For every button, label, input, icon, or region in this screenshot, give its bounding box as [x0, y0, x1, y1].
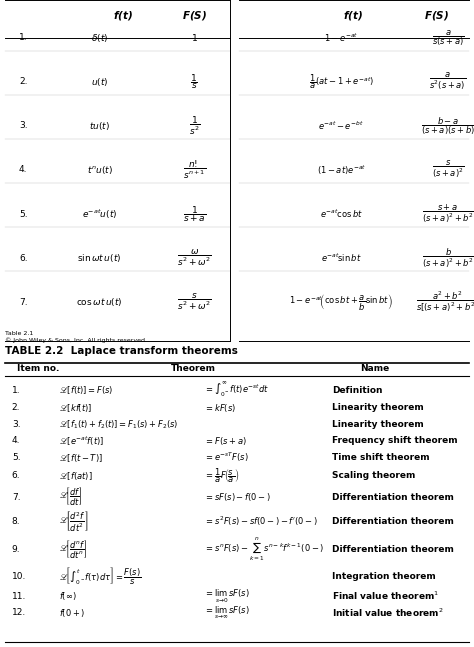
Text: $\bfit{f}$$\bfit{(t)}$: $\bfit{f}$$\bfit{(t)}$ — [343, 9, 363, 22]
Text: 7.: 7. — [19, 298, 27, 307]
Text: $1 - e^{-at}$: $1 - e^{-at}$ — [324, 32, 358, 44]
Text: $tu(t)$: $tu(t)$ — [89, 120, 110, 132]
Text: $= F(s+a)$: $= F(s+a)$ — [204, 435, 246, 447]
Text: $\dfrac{s+a}{(s+a)^2+b^2}$: $\dfrac{s+a}{(s+a)^2+b^2}$ — [421, 203, 474, 225]
Text: 11.: 11. — [12, 591, 26, 600]
Text: $\mathscr{L}[f(at)]$: $\mathscr{L}[f(at)]$ — [59, 470, 93, 482]
Text: 2.: 2. — [19, 77, 27, 86]
Text: $\dfrac{b-a}{(s+a)(s+b)}$: $\dfrac{b-a}{(s+a)(s+b)}$ — [420, 115, 474, 137]
Text: $(1-at)e^{-at}$: $(1-at)e^{-at}$ — [317, 163, 366, 177]
Text: $e^{-at}\cos bt$: $e^{-at}\cos bt$ — [320, 208, 363, 220]
Text: $= \int_{0^-}^{\infty} f(t)e^{-st}dt$: $= \int_{0^-}^{\infty} f(t)e^{-st}dt$ — [204, 381, 269, 399]
Text: Definition: Definition — [332, 386, 383, 395]
Text: 8.: 8. — [12, 517, 20, 526]
Text: $= kF(s)$: $= kF(s)$ — [204, 402, 236, 413]
Text: $= s^n F(s) - \sum_{k=1}^{n} s^{n-k}f^{k-1}(0-)$: $= s^n F(s) - \sum_{k=1}^{n} s^{n-k}f^{k… — [204, 536, 324, 564]
Text: $\mathscr{L}\!\left[\int_{0^-}^{t} f(\tau)d\tau\right] = \dfrac{F(s)}{s}$: $\mathscr{L}\!\left[\int_{0^-}^{t} f(\ta… — [59, 565, 142, 587]
Text: 6.: 6. — [19, 254, 27, 263]
Text: Theorem: Theorem — [171, 364, 216, 373]
Text: $e^{-at} - e^{-bt}$: $e^{-at} - e^{-bt}$ — [319, 120, 364, 132]
Text: $= sF(s) - f(0-)$: $= sF(s) - f(0-)$ — [204, 491, 271, 503]
Text: Differentiation theorem: Differentiation theorem — [332, 545, 454, 554]
Text: $\sin\omega t\, u(t)$: $\sin\omega t\, u(t)$ — [77, 252, 122, 264]
Text: Linearity theorem: Linearity theorem — [332, 420, 424, 429]
Text: $1$: $1$ — [191, 32, 198, 43]
Text: $\dfrac{s}{s^2+\omega^2}$: $\dfrac{s}{s^2+\omega^2}$ — [177, 292, 212, 313]
Text: 7.: 7. — [12, 493, 20, 501]
Text: Item no.: Item no. — [17, 364, 59, 373]
Text: $\dfrac{a}{s(s+a)}$: $\dfrac{a}{s(s+a)}$ — [432, 28, 464, 47]
Text: $\dfrac{b}{(s+a)^2+b^2}$: $\dfrac{b}{(s+a)^2+b^2}$ — [421, 247, 474, 270]
Text: 9.: 9. — [12, 545, 20, 554]
Text: Final value theorem$^1$: Final value theorem$^1$ — [332, 590, 439, 602]
Text: $\dfrac{a^2+b^2}{s[(s+a)^2+b^2]}$: $\dfrac{a^2+b^2}{s[(s+a)^2+b^2]}$ — [416, 290, 474, 314]
Text: 12.: 12. — [12, 608, 26, 617]
Text: 5.: 5. — [12, 453, 20, 462]
Text: $\bfit{f}$$\bfit{(t)}$: $\bfit{f}$$\bfit{(t)}$ — [113, 9, 133, 22]
Text: 1.: 1. — [19, 33, 27, 42]
Text: Table 2.1
© John Wiley & Sons, Inc. All rights reserved.: Table 2.1 © John Wiley & Sons, Inc. All … — [5, 331, 147, 343]
Text: 10.: 10. — [12, 572, 26, 581]
Text: Name: Name — [360, 364, 389, 373]
Text: $\dfrac{a}{s^2(s+a)}$: $\dfrac{a}{s^2(s+a)}$ — [429, 71, 466, 93]
Text: $\dfrac{1}{s}$: $\dfrac{1}{s}$ — [191, 72, 198, 91]
Text: $\mathscr{L}[kf(t)]$: $\mathscr{L}[kf(t)]$ — [59, 402, 92, 413]
Text: $\dfrac{1}{a}(at - 1 + e^{-at})$: $\dfrac{1}{a}(at - 1 + e^{-at})$ — [309, 72, 374, 91]
Text: Linearity theorem: Linearity theorem — [332, 403, 424, 412]
Text: Scaling theorem: Scaling theorem — [332, 472, 415, 481]
Text: 3.: 3. — [19, 122, 27, 131]
Text: $e^{-at}\sin bt$: $e^{-at}\sin bt$ — [321, 252, 362, 265]
Text: $\delta(t)$: $\delta(t)$ — [91, 32, 108, 44]
Text: $\bfit{F}$$\bfit{(S)}$: $\bfit{F}$$\bfit{(S)}$ — [182, 9, 207, 22]
Text: Initial value theorem$^2$: Initial value theorem$^2$ — [332, 607, 443, 619]
Text: $\mathscr{L}[f(t-T)]$: $\mathscr{L}[f(t-T)]$ — [59, 452, 103, 464]
Text: $f(0+)$: $f(0+)$ — [59, 607, 86, 619]
Text: $= \lim_{s\to\infty}\, sF(s)$: $= \lim_{s\to\infty}\, sF(s)$ — [204, 605, 250, 621]
Text: $t^n u(t)$: $t^n u(t)$ — [87, 164, 112, 176]
Text: 4.: 4. — [12, 437, 20, 446]
Text: $\dfrac{1}{s+a}$: $\dfrac{1}{s+a}$ — [182, 204, 206, 224]
Text: Integration theorem: Integration theorem — [332, 572, 436, 581]
Text: $\mathscr{L}[f_1(t) + f_2(t)] = F_1(s) + F_2(s)$: $\mathscr{L}[f_1(t) + f_2(t)] = F_1(s) +… — [59, 418, 179, 430]
Text: $\mathscr{L}\!\left[\dfrac{d^2f}{dt^2}\right]$: $\mathscr{L}\!\left[\dfrac{d^2f}{dt^2}\r… — [59, 510, 89, 534]
Text: $= s^2F(s) - sf(0-) - f'(0-)$: $= s^2F(s) - sf(0-) - f'(0-)$ — [204, 515, 318, 528]
Text: $\cos\omega t\, u(t)$: $\cos\omega t\, u(t)$ — [76, 296, 123, 308]
Text: $e^{-at}u(t)$: $e^{-at}u(t)$ — [82, 208, 117, 221]
Text: Differentiation theorem: Differentiation theorem — [332, 493, 454, 501]
Text: $= e^{-sT}F(s)$: $= e^{-sT}F(s)$ — [204, 451, 248, 465]
Text: $\mathscr{L}\!\left[\dfrac{d^n f}{dt^n}\right]$: $\mathscr{L}\!\left[\dfrac{d^n f}{dt^n}\… — [59, 539, 88, 561]
Text: 4.: 4. — [19, 166, 27, 175]
Text: $= \dfrac{1}{a}F\!\left(\dfrac{s}{a}\right)$: $= \dfrac{1}{a}F\!\left(\dfrac{s}{a}\rig… — [204, 466, 239, 485]
Text: 1.: 1. — [12, 386, 20, 395]
Text: Time shift theorem: Time shift theorem — [332, 453, 429, 462]
Text: $\mathscr{L}\!\left[\dfrac{df}{dt}\right]$: $\mathscr{L}\!\left[\dfrac{df}{dt}\right… — [59, 487, 83, 509]
Text: 6.: 6. — [12, 472, 20, 481]
Text: 2.: 2. — [12, 403, 20, 412]
Text: $1-e^{-at}\!\left(\cos bt + \dfrac{a}{b}\sin bt\right)$: $1-e^{-at}\!\left(\cos bt + \dfrac{a}{b}… — [290, 292, 393, 313]
Text: $\mathscr{L}[e^{-at}f(t)]$: $\mathscr{L}[e^{-at}f(t)]$ — [59, 434, 104, 448]
Text: $\dfrac{1}{s^2}$: $\dfrac{1}{s^2}$ — [189, 115, 200, 137]
Text: $\dfrac{s}{(s+a)^2}$: $\dfrac{s}{(s+a)^2}$ — [432, 159, 464, 181]
Text: 3.: 3. — [12, 420, 20, 429]
Text: $f(\infty)$: $f(\infty)$ — [59, 590, 77, 602]
Text: 5.: 5. — [19, 210, 27, 219]
Text: Frequency shift theorem: Frequency shift theorem — [332, 437, 457, 446]
Text: $\bfit{F}$$\bfit{(S)}$: $\bfit{F}$$\bfit{(S)}$ — [424, 9, 448, 22]
Text: $\dfrac{n!}{s^{n+1}}$: $\dfrac{n!}{s^{n+1}}$ — [183, 159, 206, 181]
Text: $u(t)$: $u(t)$ — [91, 76, 108, 88]
Text: $\mathscr{L}[f(t)] = F(s)$: $\mathscr{L}[f(t)] = F(s)$ — [59, 384, 114, 396]
Text: $\dfrac{\omega}{s^2+\omega^2}$: $\dfrac{\omega}{s^2+\omega^2}$ — [177, 248, 212, 269]
Text: TABLE 2.2  Laplace transform theorems: TABLE 2.2 Laplace transform theorems — [5, 346, 237, 356]
Text: $= \lim_{s\to 0}\, sF(s)$: $= \lim_{s\to 0}\, sF(s)$ — [204, 587, 250, 605]
Text: Differentiation theorem: Differentiation theorem — [332, 517, 454, 526]
